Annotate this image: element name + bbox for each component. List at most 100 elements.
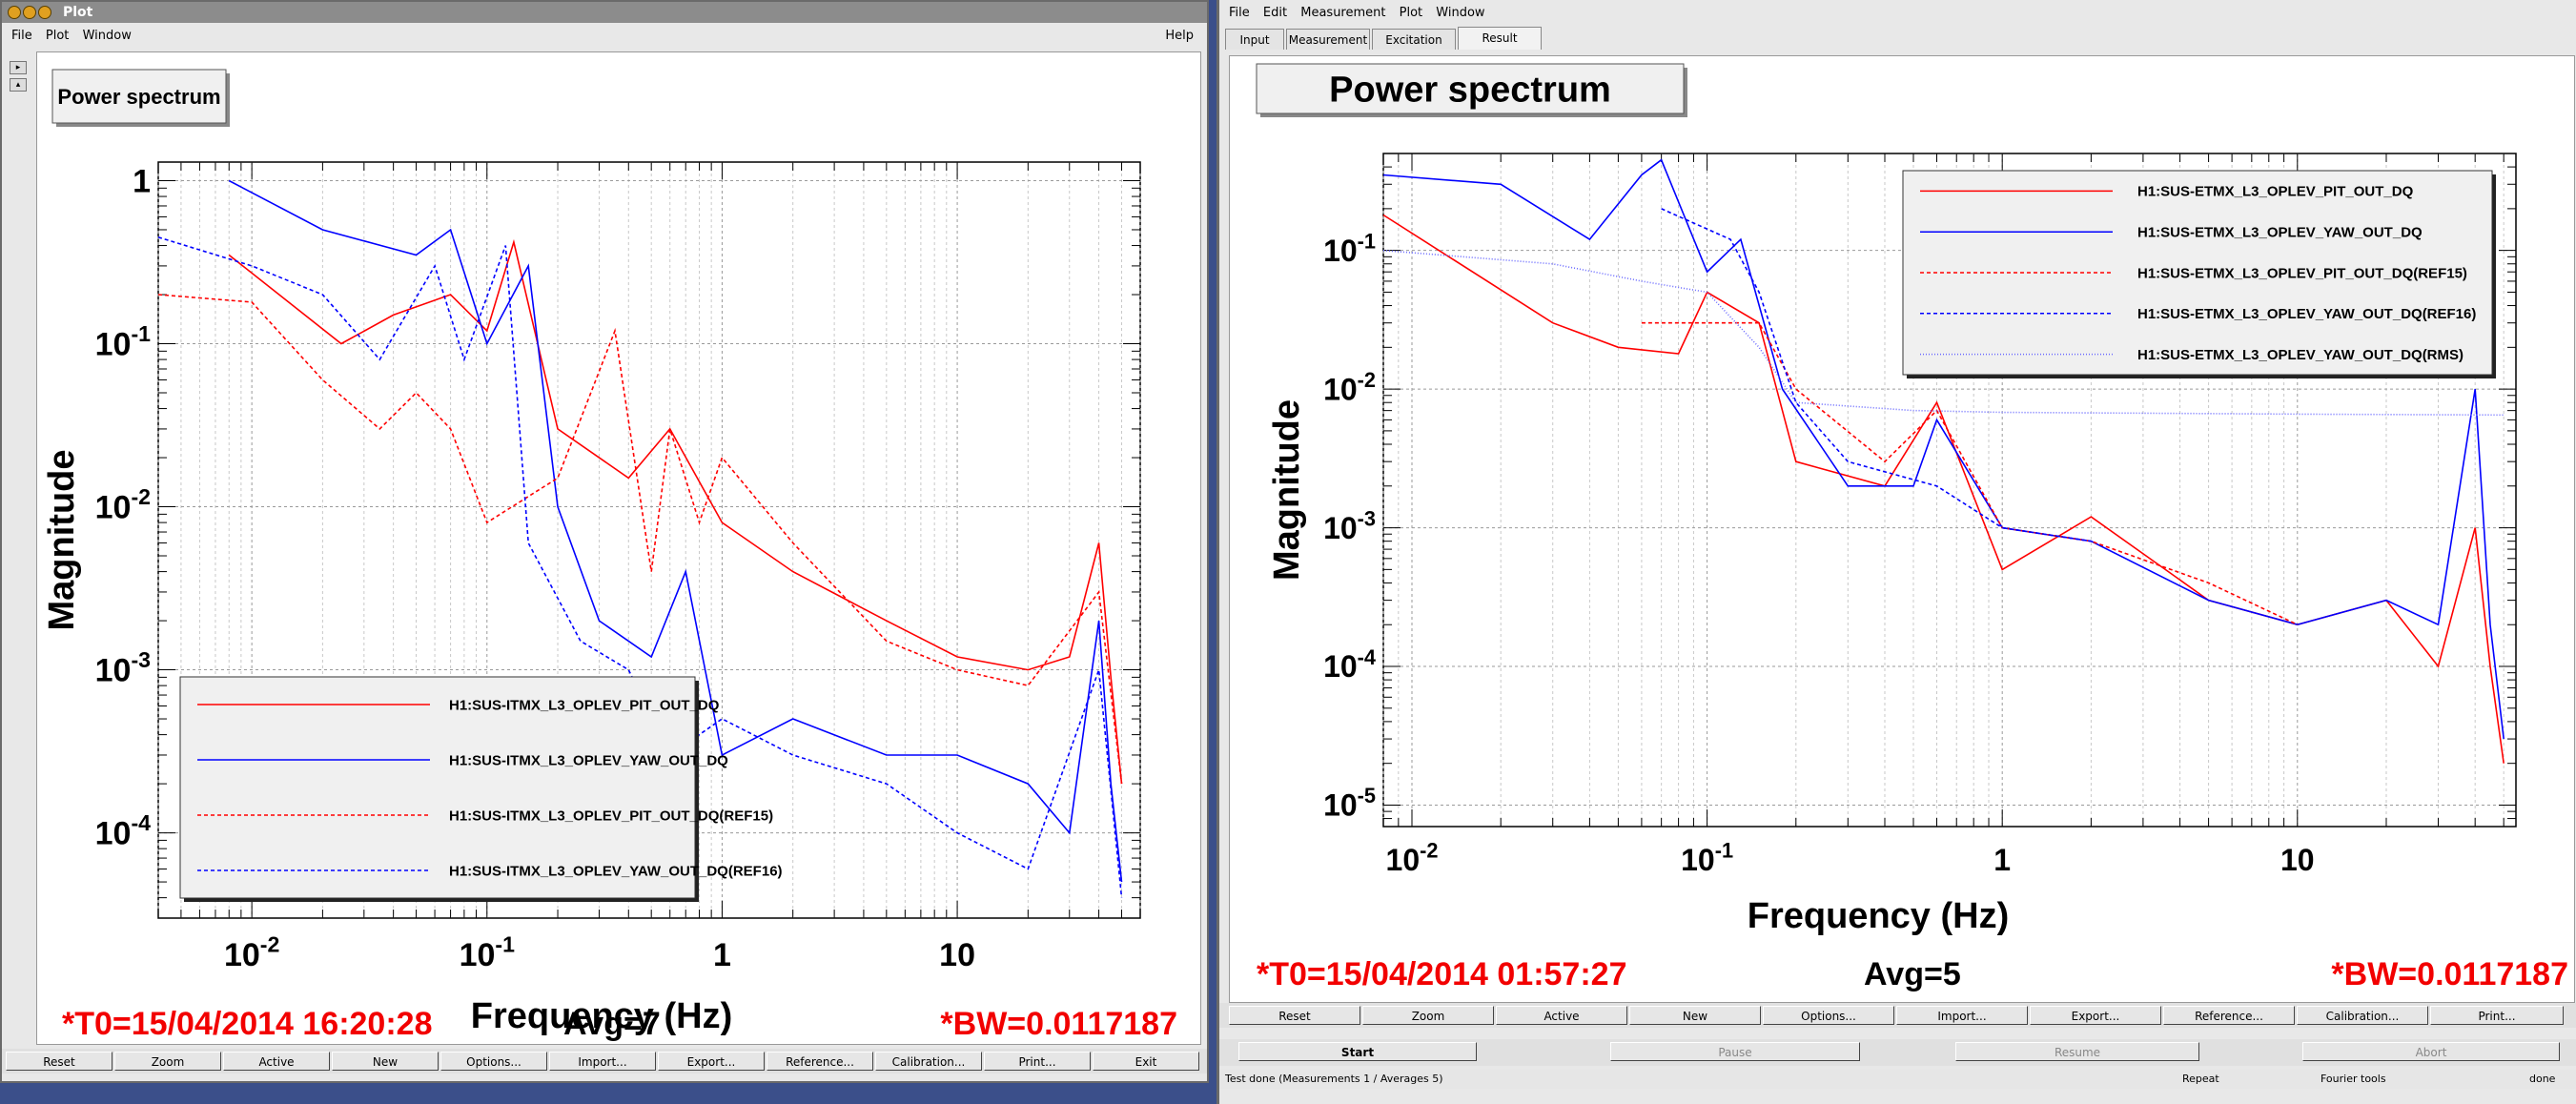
x-tick-label: 10-1 (1681, 839, 1733, 877)
y-tick-label: 10-2 (95, 484, 151, 525)
menu-file[interactable]: File (11, 29, 32, 43)
pause-button[interactable]: Pause (1610, 1042, 1860, 1061)
footer-t0: *T0=15/04/2014 16:20:28 (62, 1006, 432, 1042)
import-button[interactable]: Import... (1896, 1006, 2028, 1025)
menu-file[interactable]: File (1229, 6, 1250, 20)
y-tick-label: 10-1 (1323, 229, 1376, 267)
x-tick-label: 10 (2280, 843, 2315, 877)
import-button[interactable]: Import... (549, 1052, 656, 1071)
calibration-button[interactable]: Calibration... (2297, 1006, 2428, 1025)
status-state: done (2529, 1073, 2556, 1085)
reference-button[interactable]: Reference... (767, 1052, 873, 1071)
collapse-arrow-icon[interactable]: ▴ (10, 78, 27, 92)
x-tick-label: 1 (713, 937, 731, 973)
left-button-bar: Reset Zoom Active New Options... Import.… (2, 1049, 1207, 1073)
x-tick-label: 10 (939, 937, 975, 973)
close-dot-icon[interactable] (8, 6, 21, 19)
left-side-gutter: ▸ ▴ (2, 50, 34, 1046)
menu-window[interactable]: Window (1436, 6, 1485, 20)
menu-edit[interactable]: Edit (1262, 6, 1288, 20)
zoom-button[interactable]: Zoom (1362, 1006, 1494, 1025)
x-tick-label: 1 (1993, 843, 2011, 877)
series-line-3 (157, 294, 1123, 785)
series-line-1 (1382, 214, 2504, 764)
resume-button[interactable]: Resume (1955, 1042, 2199, 1061)
left-title-bar[interactable]: Plot (2, 2, 1207, 23)
menu-help[interactable]: Help (1165, 29, 1194, 43)
options-button[interactable]: Options... (1763, 1006, 1894, 1025)
exit-button[interactable]: Exit (1093, 1052, 1199, 1071)
export-button[interactable]: Export... (2030, 1006, 2161, 1025)
series-line-4 (1661, 208, 2092, 542)
y-tick-label: 10-5 (1323, 784, 1376, 822)
y-tick-label: 10-4 (1323, 645, 1376, 684)
legend-entry-label: H1:SUS-ETMX_L3_OPLEV_YAW_OUT_DQ(REF16) (2137, 306, 2476, 322)
y-axis-label: Magnitude (1267, 399, 1307, 581)
footer-avg: Avg=7 (563, 1006, 661, 1042)
right-status-bar: Test done (Measurements 1 / Averages 5) … (1219, 1070, 2576, 1089)
tab-measurement[interactable]: Measurement (1286, 29, 1370, 50)
tab-input[interactable]: Input (1225, 29, 1284, 50)
series-line-2 (1382, 158, 2504, 740)
y-tick-label: 10-1 (95, 321, 152, 362)
series-line-5 (1382, 249, 2504, 417)
minimize-dot-icon[interactable] (23, 6, 36, 19)
maximize-dot-icon[interactable] (38, 6, 51, 19)
footer-bw: *BW=0.0117187 (2331, 956, 2568, 992)
x-axis-label: Frequency (Hz) (471, 996, 732, 1036)
status-tools: Fourier tools (2320, 1073, 2386, 1085)
start-button[interactable]: Start (1238, 1042, 1477, 1061)
x-tick-label: 10-2 (1386, 839, 1439, 877)
plot-title-box: Power spectrum (51, 69, 230, 127)
y-tick-label: 1 (133, 163, 151, 199)
active-button[interactable]: Active (1496, 1006, 1627, 1025)
x-axis-label: Frequency (Hz) (1748, 896, 2009, 936)
new-button[interactable]: New (332, 1052, 439, 1071)
title-box-frame (1256, 63, 1685, 114)
left-power-spectrum-chart: Power spectrum 10-2 10-1 1 10 10-4 10-3 10-2 10-… (42, 69, 1177, 1042)
tab-result[interactable]: Result (1458, 27, 1542, 50)
expand-arrow-icon[interactable]: ▸ (10, 61, 27, 74)
legend-entry-label: H1:SUS-ITMX_L3_OPLEV_YAW_OUT_DQ(REF16) (449, 863, 783, 879)
right-menu-bar: File Edit Measurement Plot Window (1219, 2, 2576, 25)
new-button[interactable]: New (1629, 1006, 1761, 1025)
menu-plot[interactable]: Plot (45, 29, 70, 43)
abort-button[interactable]: Abort (2302, 1042, 2560, 1061)
export-button[interactable]: Export... (658, 1052, 765, 1071)
plot-title-box: Power spectrum (1256, 63, 1687, 117)
tab-excitation[interactable]: Excitation (1372, 29, 1456, 50)
legend-entry-label: H1:SUS-ETMX_L3_OPLEV_YAW_OUT_DQ(RMS) (2137, 347, 2464, 363)
left-window-title: Plot (63, 5, 93, 20)
grid-lines (1382, 153, 2516, 828)
menu-measurement[interactable]: Measurement (1300, 6, 1386, 20)
footer-avg: Avg=5 (1864, 956, 1961, 992)
reference-button[interactable]: Reference... (2163, 1006, 2295, 1025)
x-tick-label: 10-1 (460, 932, 516, 973)
status-message: Test done (Measurements 1 / Averages 5) (1225, 1073, 1443, 1085)
series-line-4 (157, 236, 1123, 898)
legend-frame (179, 676, 696, 899)
legend-entry-label: H1:SUS-ETMX_L3_OPLEV_YAW_OUT_DQ (2137, 224, 2423, 240)
menu-window[interactable]: Window (82, 29, 132, 43)
reset-button[interactable]: Reset (1229, 1006, 1360, 1025)
legend-entry-label: H1:SUS-ITMX_L3_OPLEV_PIT_OUT_DQ (449, 697, 720, 713)
calibration-button[interactable]: Calibration... (875, 1052, 982, 1071)
window-controls (8, 5, 53, 26)
legend-box: H1:SUS-ITMX_L3_OPLEV_PIT_OUT_DQ H1:SUS-IT… (179, 676, 783, 902)
legend-entry-label: H1:SUS-ETMX_L3_OPLEV_PIT_OUT_DQ(REF15) (2137, 265, 2467, 281)
right-control-bar: Start Pause Resume Abort (1219, 1039, 2576, 1066)
right-diag-window: File Edit Measurement Plot Window Input … (1216, 0, 2576, 1104)
legend-box: H1:SUS-ETMX_L3_OPLEV_PIT_OUT_DQ H1:SUS-ET… (1902, 170, 2496, 378)
zoom-button[interactable]: Zoom (114, 1052, 221, 1071)
options-button[interactable]: Options... (440, 1052, 547, 1071)
series-line-1 (228, 238, 1123, 785)
active-button[interactable]: Active (223, 1052, 330, 1071)
right-button-bar: Reset Zoom Active New Options... Import.… (1219, 1003, 2576, 1028)
y-tick-label: 10-4 (95, 810, 152, 851)
right-plot-pane: Power spectrum 10-2 10-1 1 10 10-5 10-4 10-3 10-… (1229, 55, 2575, 1003)
reset-button[interactable]: Reset (6, 1052, 112, 1071)
right-power-spectrum-chart: Power spectrum 10-2 10-1 1 10 10-5 10-4 10-3 10-… (1256, 63, 2568, 992)
print-button[interactable]: Print... (984, 1052, 1091, 1071)
menu-plot[interactable]: Plot (1399, 6, 1423, 20)
print-button[interactable]: Print... (2430, 1006, 2564, 1025)
